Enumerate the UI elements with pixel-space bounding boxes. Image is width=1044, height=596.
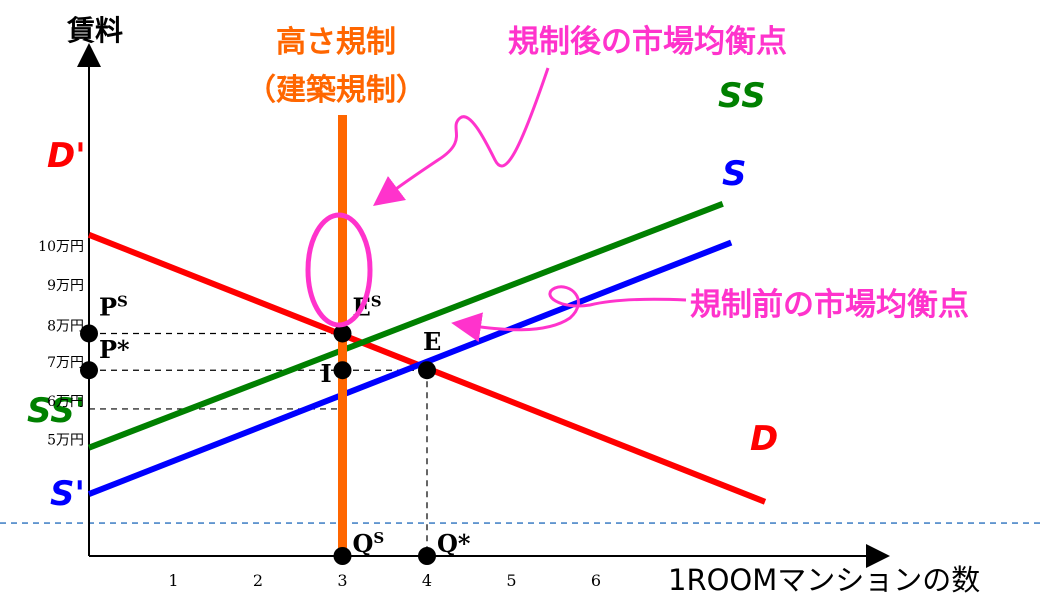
series-label-ss-end: SS [718,76,766,116]
callout-arrow-before [451,285,687,343]
series-label-ss-start: SS' [27,391,85,431]
y-tick-label: 9万円 [47,278,84,294]
tick-labels: 1 2 3 4 5 6 5万円 6万円 7万円 8万円 9万円 10万円 [38,239,601,590]
x-tick-label: 3 [337,571,347,590]
point-label: P* [99,335,130,364]
point-label: E [423,327,441,356]
point-label: QS [353,529,385,558]
series-line-ss [87,201,724,451]
series-label-d-start: D' [47,136,86,176]
guide-lines [0,332,1044,556]
curves: D' D S' S SS' SS [27,76,778,556]
y-tick-label: 7万円 [47,355,84,371]
annotation-after: 規制後の市場均衡点 [508,24,787,60]
point-marker [418,547,436,565]
point-marker [80,324,98,343]
series-label-d-end: D [750,419,778,459]
point-marker [333,547,352,565]
point-label: I [321,359,332,388]
x-tick-label: 2 [253,571,263,590]
x-tick-label: 5 [506,571,516,590]
x-axis-title: 1ROOMマンションの数 [668,563,980,596]
regulation-label: 高さ規制 [276,25,396,60]
y-tick-label: 10万円 [38,239,84,255]
y-tick-label: 5万円 [47,433,84,449]
point-marker [333,324,352,343]
annotation-before: 規制前の市場均衡点 [690,287,969,323]
y-tick-label: 6万円 [47,394,84,410]
point-marker [333,361,352,380]
series-label-s-end: S [722,154,747,194]
point-label: Q* [437,529,471,558]
regulation-sublabel: （建築規制） [246,73,426,108]
x-tick-label: 1 [168,571,178,590]
y-tick-label: 8万円 [47,318,84,334]
point-marker [418,361,436,380]
x-tick-label: 6 [591,571,601,590]
axes [77,43,890,568]
callout-arrow-after [372,67,550,206]
x-tick-label: 4 [422,571,432,590]
point-marker [80,361,98,380]
series-label-s-start: S' [50,474,85,514]
point-label: PS [99,292,128,321]
y-axis-title: 賃料 [66,14,123,47]
highlight-circle [305,212,373,328]
series-line-s [87,239,733,497]
